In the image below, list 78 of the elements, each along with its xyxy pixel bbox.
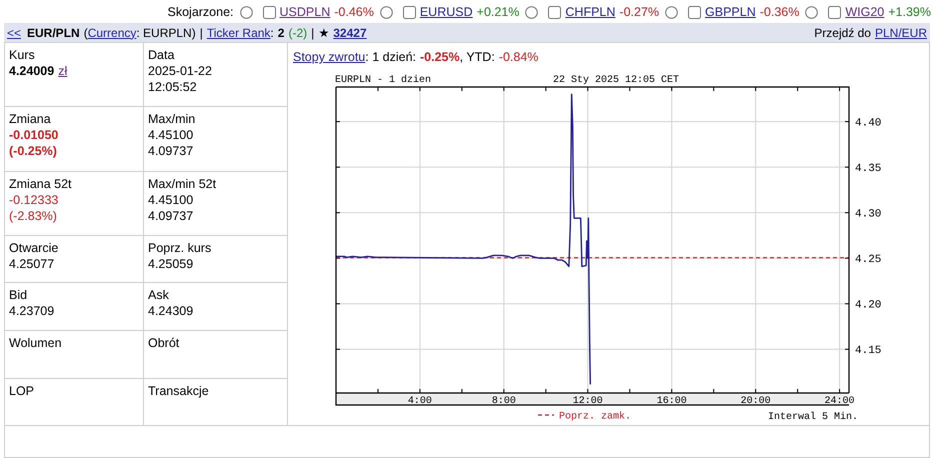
x-tick-label: 8:00 [492, 396, 516, 407]
text: Przejdź do [814, 26, 871, 40]
text: (-0.25%) [9, 143, 57, 159]
text: 4.25059 [148, 256, 194, 272]
text: Poprz. kurs [148, 240, 212, 256]
text: (-2.83%) [9, 208, 57, 224]
text: Stopy zwrotu [293, 49, 366, 65]
text: ( [84, 26, 88, 40]
text: +0.21% [476, 5, 520, 19]
text: (-2) [288, 26, 308, 40]
text: -0.27% [619, 5, 660, 19]
text: -0.12333 [9, 192, 58, 208]
text: -0.01050 [9, 127, 58, 143]
text: Wolumen [9, 335, 62, 351]
text: zł [58, 63, 68, 79]
text: : EURPLN) [136, 26, 196, 40]
text: << [7, 26, 22, 40]
x-tick-label: 12:00 [572, 396, 603, 407]
text: 4.45100 [148, 127, 194, 143]
text: 4.45100 [148, 192, 194, 208]
chart-subtitle: 22 Sty 2025 12:05 CET [552, 75, 680, 86]
text: Ask [148, 287, 169, 303]
text: EUR/PLN [27, 26, 80, 40]
text: Kurs [9, 47, 35, 63]
chart-title: EURPLN - 1 dzien [335, 74, 432, 86]
y-tick-label: 4.35 [855, 162, 882, 175]
text: -0.46% [334, 5, 374, 19]
text: -0.36% [760, 5, 800, 19]
text: EURUSD [420, 5, 473, 19]
y-tick-label: 4.40 [855, 117, 882, 130]
text: 4.24309 [148, 303, 194, 319]
text: 4.23709 [9, 303, 54, 319]
x-tick-label: 4:00 [408, 396, 432, 407]
text: : 1 dzień: [365, 49, 416, 65]
text: Otwarcie [9, 240, 58, 256]
x-tick-label: 24:00 [824, 396, 855, 407]
legend-label: Poprz. zamk. [559, 410, 632, 422]
text: CHFPLN [565, 5, 616, 19]
text: Transakcje [148, 383, 209, 399]
text: 32427 [333, 26, 367, 40]
text: | [200, 26, 203, 40]
text: 4.24009 [9, 63, 54, 79]
text: 2025-01-22 [148, 63, 212, 79]
y-tick-label: 4.25 [855, 254, 882, 266]
text: PLN/EUR [874, 26, 927, 40]
text: -0.84% [498, 49, 538, 65]
y-tick-label: 4.20 [855, 300, 882, 312]
text: ★ [318, 26, 330, 40]
text: LOP [9, 383, 34, 399]
text: Max/min [148, 111, 196, 127]
y-tick-label: 4.15 [855, 345, 882, 358]
text: : [270, 26, 274, 40]
text: USDPLN [280, 5, 330, 19]
text: Data [148, 47, 174, 63]
text: Currency [88, 26, 136, 40]
text: 2 [278, 26, 284, 40]
text: GBPPLN [705, 5, 756, 19]
text: WIG20 [845, 5, 884, 19]
text: +1.39% [888, 5, 931, 19]
text: Interwal 5 Min. [768, 411, 858, 423]
text: Obrót [148, 335, 180, 351]
x-tick-label: 16:00 [656, 396, 687, 407]
text: Zmiana [9, 111, 51, 127]
x-tick-label: 20:00 [740, 396, 771, 407]
y-tick-label: 4.30 [855, 208, 882, 221]
text: Zmiana 52t [9, 176, 72, 192]
text: Ticker Rank [206, 26, 270, 40]
text: Skojarzone: [168, 5, 234, 19]
text: 4.09737 [148, 208, 194, 224]
text: | [311, 26, 314, 40]
text: Max/min 52t [148, 176, 216, 192]
text: 12:05:52 [148, 79, 197, 95]
text: -0.25% [420, 49, 460, 65]
text: , YTD: [460, 49, 495, 65]
text: Bid [9, 287, 28, 303]
text: 4.25077 [9, 256, 54, 272]
line-series [335, 94, 591, 385]
text: 4.09737 [148, 143, 194, 159]
